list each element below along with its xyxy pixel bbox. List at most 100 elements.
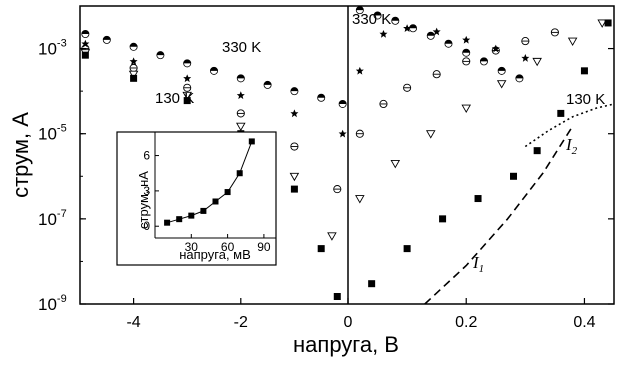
data-point-filled-square	[604, 19, 612, 27]
data-point-filled-square	[474, 195, 482, 203]
data-point-star	[183, 74, 192, 83]
label-330k-left: 330 K	[222, 39, 261, 56]
data-point-triangle	[425, 130, 436, 139]
data-point-star	[338, 129, 347, 138]
data-point-triangle	[567, 37, 578, 46]
data-point-circle-slash	[333, 185, 342, 194]
x-tick-label: 0	[344, 314, 353, 331]
data-point-star	[403, 24, 412, 33]
y-tick-exponent: -7	[57, 208, 67, 220]
data-point-triangle	[597, 19, 607, 28]
data-point-circle-slash	[521, 37, 530, 46]
data-point-half-circle	[81, 29, 90, 38]
data-point-star	[521, 54, 530, 62]
x-axis-label: напруга, В	[293, 332, 399, 357]
data-point-star	[236, 91, 245, 100]
fit-curve-i1	[424, 125, 574, 305]
y-tick-exponent: -3	[57, 38, 67, 50]
data-point-circle-slash	[379, 99, 388, 109]
label-130k-right: 130 K	[566, 91, 605, 108]
inset-data-point	[224, 189, 231, 196]
data-point-half-circle	[290, 87, 299, 96]
data-point-half-circle	[263, 80, 272, 89]
data-point-circle-slash	[462, 57, 471, 66]
data-point-filled-square	[333, 293, 341, 301]
x-tick-label: 0.2	[455, 314, 477, 331]
inset-data-point	[188, 212, 195, 219]
data-point-triangle	[496, 80, 507, 89]
inset-x-tick-label: 90	[257, 240, 271, 254]
data-point-triangle	[327, 232, 337, 241]
label-i2: I2	[565, 135, 578, 157]
x-tick-label: -4	[126, 314, 140, 331]
data-point-triangle	[390, 160, 401, 169]
data-point-filled-square	[533, 147, 541, 155]
inset-y-label: струм, нА	[136, 171, 151, 229]
data-point-half-circle	[373, 11, 382, 20]
inset-x-tick-label: 60	[221, 240, 235, 254]
data-point-circle-slash	[183, 83, 192, 92]
data-point-filled-square	[439, 215, 447, 223]
inset-data-point	[164, 219, 171, 226]
inset-ticks: 30 60 90 0 3 6	[143, 132, 276, 254]
data-point-filled-square	[557, 109, 565, 117]
data-point-half-circle	[515, 74, 524, 83]
label-330k-right: 330 K	[352, 11, 391, 28]
data-point-filled-square	[368, 280, 376, 288]
inset-data-point	[176, 216, 183, 223]
label-i1: I1	[472, 253, 484, 275]
data-point-half-circle	[462, 48, 471, 57]
data-point-circle-slash	[550, 28, 559, 37]
data-point-triangle	[128, 70, 139, 80]
data-point-star	[379, 29, 388, 38]
data-point-filled-square	[130, 74, 138, 82]
data-point-star	[432, 27, 441, 36]
data-point-circle-slash	[491, 46, 500, 55]
data-point-triangle	[236, 122, 246, 132]
data-point-half-circle	[209, 66, 218, 75]
y-tick-label: 10-7	[38, 208, 67, 229]
inset-frame	[116, 131, 277, 266]
data-point-circle-slash	[290, 142, 299, 151]
data-point-half-circle	[391, 16, 400, 25]
data-point-triangle	[182, 91, 192, 101]
data-point-circle-slash	[236, 109, 245, 118]
data-point-filled-square	[183, 97, 191, 105]
label-i1-sub: 1	[479, 263, 485, 275]
y-tick-mantissa: 10	[38, 295, 57, 314]
data-point-half-circle	[236, 74, 245, 83]
data-point-filled-square	[81, 51, 89, 59]
y-tick-mantissa: 10	[38, 210, 57, 229]
data-point-half-circle	[338, 99, 347, 108]
data-point-half-circle	[102, 35, 111, 44]
fit-curves	[424, 103, 615, 305]
y-tick-exponent: -9	[57, 293, 67, 305]
data-point-triangle	[355, 195, 365, 204]
inset-x-tick-label: 30	[185, 240, 199, 254]
data-point-filled-square	[317, 245, 325, 253]
x-axis-ticks: -4 -2 0 0.2 0.4	[126, 298, 596, 331]
data-point-star	[462, 35, 471, 44]
y-tick-label: 10-5	[38, 123, 67, 144]
x-tick-label: 0.4	[573, 314, 595, 331]
data-point-half-circle	[497, 66, 506, 75]
y-tick-mantissa: 10	[38, 40, 57, 59]
data-point-half-circle	[444, 39, 453, 48]
inset-chart: 30 60 90 0 3 6 струм, нА напруга, мВ	[116, 131, 277, 266]
data-point-circle-slash	[355, 129, 364, 138]
y-tick-exponent: -5	[57, 123, 67, 135]
plot-frame	[79, 5, 615, 305]
data-marks	[80, 6, 612, 301]
inset-x-label: напруга, мВ	[179, 247, 251, 262]
fit-curve-i2	[524, 103, 615, 148]
inset-y-tick-label: 6	[143, 149, 150, 163]
label-130k-left: 130 K	[155, 90, 194, 107]
inset-data-point	[212, 198, 219, 205]
data-point-circle-slash	[129, 63, 138, 73]
data-point-filled-square	[290, 185, 298, 193]
data-point-filled-square	[580, 67, 588, 75]
data-point-star	[290, 109, 299, 118]
data-point-circle-slash	[403, 83, 412, 92]
